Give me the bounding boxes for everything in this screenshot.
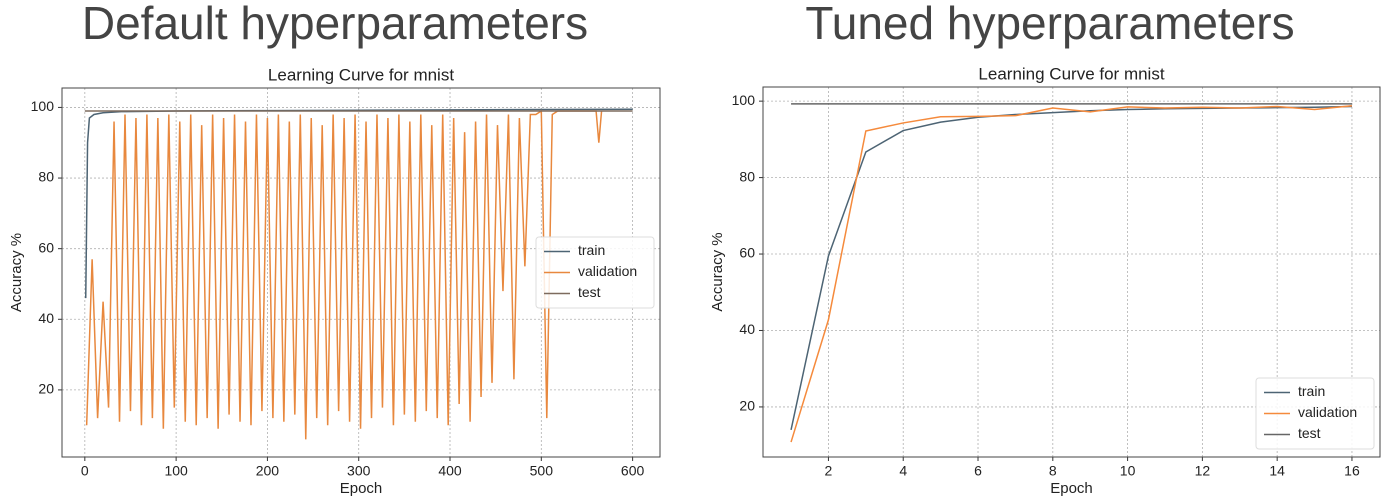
y-tick-label: 40 (38, 310, 54, 326)
x-axis-label: Epoch (1050, 480, 1093, 497)
y-tick-label: 60 (38, 239, 54, 255)
x-tick-label: 2 (825, 463, 833, 479)
chart-title: Learning Curve for mnist (268, 65, 454, 84)
x-tick-label: 16 (1344, 463, 1360, 479)
axes-frame (61, 87, 661, 458)
legend-box (1255, 377, 1375, 450)
y-axis-label: Accuracy % (709, 232, 726, 311)
axes-frame (762, 86, 1381, 458)
x-tick-label: 400 (438, 463, 462, 479)
x-tick-label: 500 (530, 463, 554, 479)
y-tick-label: 20 (739, 398, 755, 414)
legend-label: test (578, 284, 601, 300)
x-tick-label: 6 (974, 463, 982, 479)
legend-label: train (1298, 383, 1325, 399)
y-tick-label: 80 (38, 169, 54, 185)
plot-area (84, 108, 633, 440)
x-tick-label: 10 (1120, 463, 1136, 479)
panel-title: Default hyperparameters (82, 0, 588, 49)
x-tick-label: 600 (621, 463, 645, 479)
x-axis-label: Epoch (340, 480, 383, 497)
y-tick-label: 80 (739, 168, 755, 184)
x-tick-label: 12 (1195, 463, 1211, 479)
plot-area (790, 103, 1353, 443)
x-tick-label: 200 (256, 463, 280, 479)
y-tick-label: 100 (732, 92, 756, 108)
y-tick-label: 60 (739, 245, 755, 261)
x-tick-label: 0 (81, 463, 89, 479)
legend-label: train (578, 242, 605, 258)
legend-label: validation (1298, 404, 1357, 420)
y-tick-label: 40 (739, 321, 755, 337)
series-line (85, 109, 603, 440)
x-tick-label: 300 (347, 463, 371, 479)
x-tick-label: 100 (164, 463, 188, 479)
y-axis-label: Accuracy % (8, 233, 25, 312)
x-tick-label: 14 (1269, 463, 1285, 479)
legend-label: test (1298, 425, 1321, 441)
panel-title: Tuned hyperparameters (805, 0, 1294, 49)
legend-box (535, 236, 655, 309)
legend-label: validation (578, 263, 637, 279)
chart-title: Learning Curve for mnist (978, 64, 1164, 83)
y-tick-label: 20 (38, 381, 54, 397)
y-tick-label: 100 (31, 98, 55, 114)
x-tick-label: 4 (899, 463, 907, 479)
series-line (790, 104, 1353, 443)
x-tick-label: 8 (1049, 463, 1057, 479)
